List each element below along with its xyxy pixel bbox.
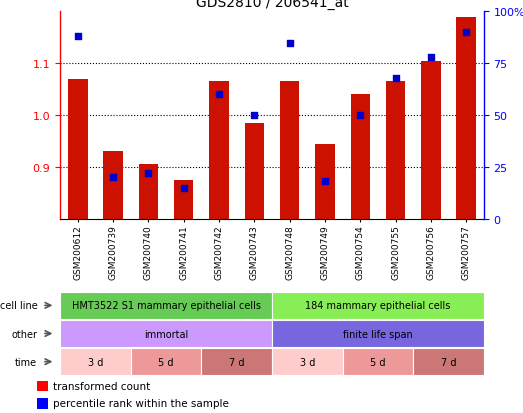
- Bar: [280, 82, 299, 219]
- Bar: [139, 165, 158, 219]
- Bar: [60, 320, 272, 347]
- Point: [391, 75, 400, 82]
- Bar: [272, 292, 484, 319]
- Point: [179, 185, 188, 192]
- Bar: [104, 152, 123, 219]
- Bar: [37, 381, 48, 392]
- Point: [144, 171, 153, 177]
- Text: 3 d: 3 d: [300, 357, 315, 367]
- Point: [215, 92, 223, 98]
- Bar: [350, 95, 370, 219]
- Bar: [272, 320, 484, 347]
- Bar: [245, 123, 264, 219]
- Point: [250, 113, 258, 119]
- Bar: [201, 348, 272, 375]
- Bar: [60, 348, 131, 375]
- Point: [109, 175, 117, 181]
- Point: [356, 113, 365, 119]
- Text: 7 d: 7 d: [229, 357, 244, 367]
- Text: 184 mammary epithelial cells: 184 mammary epithelial cells: [305, 301, 450, 311]
- Bar: [60, 292, 272, 319]
- Text: percentile rank within the sample: percentile rank within the sample: [53, 399, 229, 408]
- Bar: [174, 180, 194, 219]
- Bar: [386, 82, 405, 219]
- Point: [74, 34, 82, 40]
- Bar: [421, 62, 440, 219]
- Text: transformed count: transformed count: [53, 381, 151, 391]
- Point: [286, 40, 294, 47]
- Text: other: other: [12, 329, 37, 339]
- Bar: [343, 348, 413, 375]
- Bar: [272, 348, 343, 375]
- Bar: [131, 348, 201, 375]
- Text: 3 d: 3 d: [88, 357, 103, 367]
- Point: [462, 30, 470, 36]
- Bar: [457, 18, 476, 219]
- Text: time: time: [15, 357, 37, 367]
- Text: finite life span: finite life span: [343, 329, 413, 339]
- Text: 5 d: 5 d: [370, 357, 385, 367]
- Point: [321, 179, 329, 185]
- Bar: [315, 144, 335, 219]
- Point: [427, 55, 435, 61]
- Bar: [413, 348, 484, 375]
- Title: GDS2810 / 206541_at: GDS2810 / 206541_at: [196, 0, 348, 10]
- Text: immortal: immortal: [144, 329, 188, 339]
- Text: HMT3522 S1 mammary epithelial cells: HMT3522 S1 mammary epithelial cells: [72, 301, 260, 311]
- Bar: [37, 398, 48, 408]
- Text: 7 d: 7 d: [441, 357, 456, 367]
- Bar: [209, 82, 229, 219]
- Text: 5 d: 5 d: [158, 357, 174, 367]
- Text: cell line: cell line: [0, 301, 37, 311]
- Bar: [68, 80, 87, 219]
